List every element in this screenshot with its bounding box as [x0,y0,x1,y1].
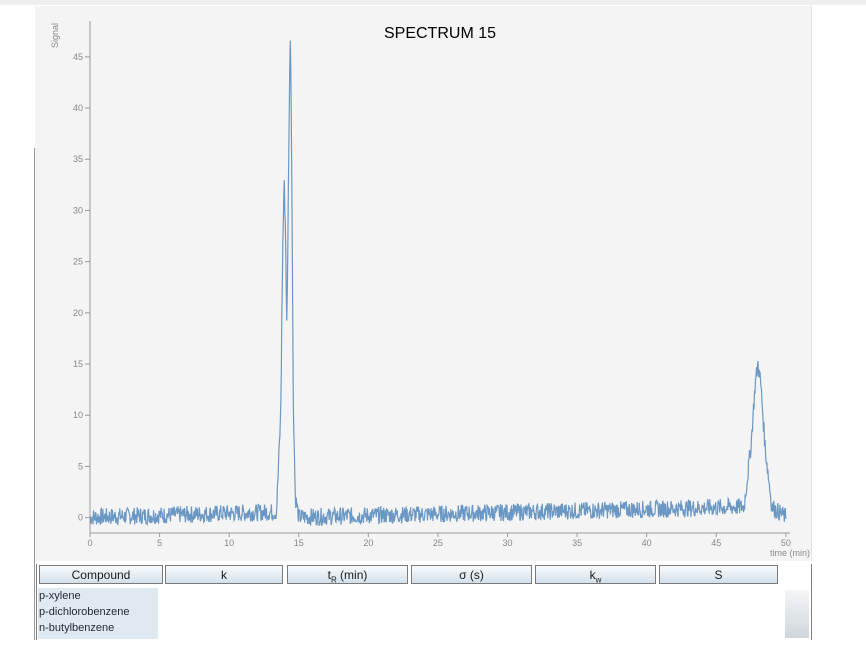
header-compound[interactable]: Compound [39,565,163,584]
x-tick-label: 25 [433,538,443,548]
header-s[interactable]: S [659,565,778,584]
x-tick-label: 5 [157,538,162,548]
header-kw-label: k [589,568,596,582]
list-item[interactable]: p-xylene [39,590,81,602]
y-tick-label: 45 [73,52,83,62]
list-item[interactable]: n-butylbenzene [39,622,115,634]
y-tick-label: 30 [73,205,83,215]
header-sigma-label: σ (s) [459,568,484,582]
x-tick-label: 35 [572,538,582,548]
chart-title: SPECTRUM 15 [383,25,497,42]
header-tr-unit: (min) [336,568,368,582]
y-tick-label: 35 [73,154,83,164]
x-tick-label: 45 [711,538,721,548]
compound-list: p-xylene p-dichlorobenzene n-butylbenzen… [38,588,158,639]
header-k[interactable]: k [165,565,283,584]
header-retention-time[interactable]: tR (min) [287,565,408,584]
x-tick-label: 30 [502,538,512,548]
list-item[interactable]: p-dichlorobenzene [39,606,130,618]
y-tick-label: 40 [73,103,83,113]
x-tick-label: 40 [642,538,652,548]
y-axis-label: Signal [50,23,60,48]
y-tick-label: 0 [78,513,83,523]
y-tick-label: 10 [73,410,83,420]
header-kw-subscript: w [595,575,602,585]
header-k-label: k [221,568,227,582]
signal-trace [89,40,787,527]
header-compound-label: Compound [71,568,131,582]
header-kw[interactable]: kw [535,565,656,584]
header-sigma[interactable]: σ (s) [411,565,532,584]
x-tick-label: 10 [224,538,234,548]
results-table: Compound k tR (min) σ (s) kw S p-xylene … [36,564,812,640]
header-tr-label: t [327,568,331,582]
x-tick-label: 0 [87,538,92,548]
y-tick-label: 5 [78,461,83,471]
x-axis-label: time (min) [770,548,810,558]
chromatogram-chart: 0 5 10 15 20 25 30 35 40 45 0 5 10 15 20 25 30 35 40 45 50ti… [50,21,810,558]
header-s-label: S [714,568,723,582]
x-tick-label: 15 [294,538,304,548]
y-tick-label: 15 [73,359,83,369]
header-tr-subscript: R [330,575,337,585]
x-tick-label: 50 [781,538,791,548]
y-tick-label: 25 [73,257,83,267]
y-tick-label: 20 [73,308,83,318]
top-rule [0,0,866,5]
chart-panel: 0 5 10 15 20 25 30 35 40 45 0 5 10 15 20 25 30 35 40 45 50 ti… [35,6,812,561]
left-rule [34,148,35,640]
x-tick-label: 20 [363,538,373,548]
table-scrollbar[interactable] [785,590,809,638]
